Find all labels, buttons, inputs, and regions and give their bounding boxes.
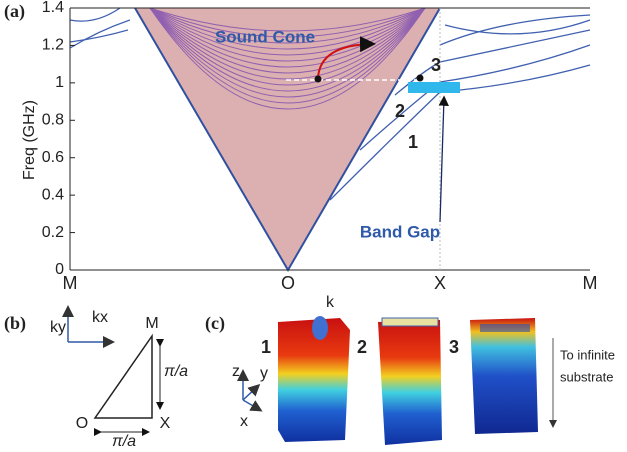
axis-label: ky — [50, 319, 66, 336]
mode-label: 1 — [261, 337, 271, 357]
axis-label: z — [232, 363, 240, 380]
axis-label: kx — [92, 309, 108, 326]
mode-label: 3 — [449, 337, 459, 357]
panel-label: (b) — [4, 313, 26, 334]
y-tick-label: 1.4 — [42, 0, 64, 16]
band — [445, 20, 590, 34]
brillouin-zone — [95, 336, 152, 418]
note: To infinite — [560, 347, 615, 362]
axis-label: x — [240, 413, 248, 430]
figure: 00.20.40.60.811.21.4MOXMSound ConeBand G… — [0, 0, 627, 452]
y-tick-label: 1.2 — [42, 37, 64, 54]
mode-label: 2 — [357, 337, 367, 357]
band-gap — [408, 82, 460, 93]
vertex-label: M — [145, 315, 158, 332]
panel-label: (a) — [4, 1, 25, 22]
y-tick-label: 0.8 — [42, 112, 64, 129]
coord-axes — [243, 372, 260, 410]
gap-pointer — [440, 98, 444, 222]
panel-label: (c) — [205, 313, 225, 334]
x-tick-label: M — [63, 273, 78, 293]
x-tick-label: M — [583, 273, 598, 293]
k-label: k — [326, 294, 335, 311]
y-tick-label: 0.4 — [42, 186, 64, 203]
y-tick-label: 0.2 — [42, 224, 64, 241]
mode-label: 2 — [395, 101, 405, 121]
annotation: Sound Cone — [215, 27, 315, 46]
edge-label: π/a — [112, 433, 136, 450]
vertex-label: O — [76, 415, 88, 432]
y-tick-label: 1 — [55, 74, 64, 91]
band — [440, 15, 590, 45]
mode-shapes — [278, 316, 538, 445]
edge-label: π/a — [164, 363, 188, 380]
note: substrate — [560, 369, 613, 384]
point — [417, 75, 424, 82]
mode-label: 1 — [408, 132, 418, 152]
x-tick-label: O — [281, 273, 295, 293]
vertex-label: X — [160, 415, 171, 432]
annotation: Band Gap — [360, 222, 440, 241]
point — [315, 76, 322, 83]
x-tick-label: X — [434, 273, 446, 293]
band — [70, 8, 120, 21]
y-axis-label: Freq (GHz) — [21, 100, 38, 180]
mode-label: 3 — [431, 55, 441, 75]
axis-label: y — [260, 365, 268, 382]
band — [70, 20, 130, 48]
y-tick-label: 0.6 — [42, 149, 64, 166]
